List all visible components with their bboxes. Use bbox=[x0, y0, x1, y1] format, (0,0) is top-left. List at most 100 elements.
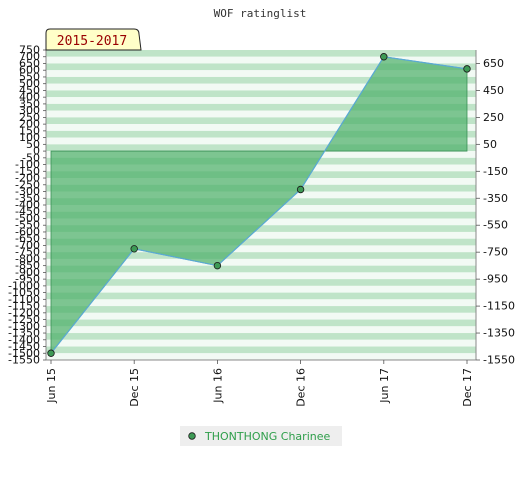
left-tick-label: -950 bbox=[15, 273, 40, 286]
grid-band bbox=[46, 83, 476, 91]
grid-band bbox=[46, 258, 476, 266]
left-tick-label: -1400 bbox=[8, 333, 40, 346]
left-tick-label: -700 bbox=[15, 239, 40, 252]
left-tick-label: -750 bbox=[15, 246, 40, 259]
left-tick-label: -550 bbox=[15, 219, 40, 232]
grid-band bbox=[46, 353, 476, 360]
grid-band bbox=[46, 326, 476, 334]
right-tick-label: 650 bbox=[483, 57, 504, 70]
left-tick-label: 350 bbox=[19, 97, 40, 110]
grid-band bbox=[46, 339, 476, 347]
marker-layer bbox=[47, 53, 471, 357]
badge-shape bbox=[45, 28, 142, 51]
left-tick-label: -1050 bbox=[8, 286, 40, 299]
grid-band bbox=[46, 292, 476, 300]
left-tick-label: 600 bbox=[19, 64, 40, 77]
left-tick-label: -250 bbox=[15, 178, 40, 191]
left-tick-label: -1450 bbox=[8, 340, 40, 353]
data-point bbox=[380, 53, 388, 61]
badge-text: 2015-2017 bbox=[57, 34, 127, 49]
x-tick-label: Dec 15 bbox=[128, 368, 141, 407]
left-tick-label: -100 bbox=[15, 158, 40, 171]
grid-band bbox=[46, 238, 476, 246]
left-tick-label: -1350 bbox=[8, 327, 40, 340]
left-tick-label: -900 bbox=[15, 266, 40, 279]
legend-box bbox=[180, 426, 342, 446]
right-tick-label: -950 bbox=[483, 273, 508, 286]
left-tick-label: -200 bbox=[15, 172, 40, 185]
grid-band bbox=[46, 279, 476, 286]
left-tick-label: 100 bbox=[19, 131, 40, 144]
left-tick-label: 0 bbox=[33, 145, 40, 158]
grid-band bbox=[46, 110, 476, 118]
left-tick-label: 550 bbox=[19, 70, 40, 83]
period-badge: 2015-2017 bbox=[45, 28, 142, 51]
left-tick-label: -150 bbox=[15, 165, 40, 178]
x-tick-label: Jun 16 bbox=[211, 368, 224, 404]
grid-band bbox=[46, 56, 476, 64]
legend-label: THONTHONG Charinee bbox=[204, 430, 330, 443]
grid-band bbox=[46, 117, 476, 125]
left-tick-label: -350 bbox=[15, 192, 40, 205]
left-tick-label: -800 bbox=[15, 252, 40, 265]
right-tick-label: 450 bbox=[483, 84, 504, 97]
grid-band bbox=[46, 90, 476, 98]
left-tick-label: -650 bbox=[15, 232, 40, 245]
data-point bbox=[463, 65, 471, 73]
left-tick-label: 300 bbox=[19, 104, 40, 117]
series-line bbox=[50, 56, 468, 354]
left-tick-label: 200 bbox=[19, 118, 40, 131]
grid-band bbox=[46, 272, 476, 280]
left-tick-label: -450 bbox=[15, 205, 40, 218]
left-tick-label: -850 bbox=[15, 259, 40, 272]
grid-band bbox=[46, 63, 476, 71]
left-tick-label: 700 bbox=[19, 50, 40, 63]
left-tick-label: -1300 bbox=[8, 320, 40, 333]
left-tick-label: 450 bbox=[19, 84, 40, 97]
right-tick-label: 50 bbox=[483, 138, 497, 151]
x-tick-label: Jun 15 bbox=[45, 368, 58, 404]
right-tick-label: -150 bbox=[483, 165, 508, 178]
grid-band bbox=[46, 130, 476, 138]
x-axis: Jun 15 Dec 15 Jun 16 Dec 16 Jun 17 Dec 17 bbox=[45, 360, 474, 407]
x-tick-label: Dec 17 bbox=[461, 368, 474, 407]
legend[interactable]: THONTHONG Charinee bbox=[180, 426, 342, 446]
left-tick-label: -500 bbox=[15, 212, 40, 225]
right-tick-label: -550 bbox=[483, 219, 508, 232]
left-tick-label: -1550 bbox=[8, 354, 40, 367]
grid-band bbox=[46, 50, 476, 57]
grid-band bbox=[46, 225, 476, 232]
left-tick-label: -1100 bbox=[8, 293, 40, 306]
left-tick-label: 50 bbox=[26, 138, 40, 151]
left-tick-label: 750 bbox=[19, 44, 40, 57]
right-tick-label: 250 bbox=[483, 111, 504, 124]
left-axis: 7507006506005505004504003503002502001501… bbox=[8, 44, 46, 367]
left-tick-label: 500 bbox=[19, 77, 40, 90]
grid-band bbox=[46, 231, 476, 239]
grid-band bbox=[46, 103, 476, 111]
left-tick-label: -400 bbox=[15, 199, 40, 212]
left-tick-label: -1200 bbox=[8, 306, 40, 319]
left-tick-label: -1000 bbox=[8, 279, 40, 292]
grid-band bbox=[46, 124, 476, 131]
grid-band bbox=[46, 265, 476, 273]
right-tick-label: -1350 bbox=[483, 327, 515, 340]
left-tick-label: -1150 bbox=[8, 300, 40, 313]
grid-band bbox=[46, 76, 476, 84]
grid-band bbox=[46, 333, 476, 340]
left-tick-label: -1500 bbox=[8, 347, 40, 360]
right-tick-label: -750 bbox=[483, 246, 508, 259]
grid-band bbox=[46, 137, 476, 145]
grid-band bbox=[46, 319, 476, 327]
left-tick-label: 400 bbox=[19, 91, 40, 104]
x-tick-label: Dec 16 bbox=[295, 368, 308, 407]
left-tick-label: -600 bbox=[15, 225, 40, 238]
grid-band bbox=[46, 252, 476, 259]
grid-band bbox=[46, 299, 476, 307]
right-tick-label: -1150 bbox=[483, 300, 515, 313]
grid-band bbox=[46, 144, 476, 152]
data-point bbox=[213, 261, 222, 270]
legend-marker bbox=[188, 432, 196, 440]
grid-band bbox=[46, 70, 476, 77]
grid-band bbox=[46, 285, 476, 293]
